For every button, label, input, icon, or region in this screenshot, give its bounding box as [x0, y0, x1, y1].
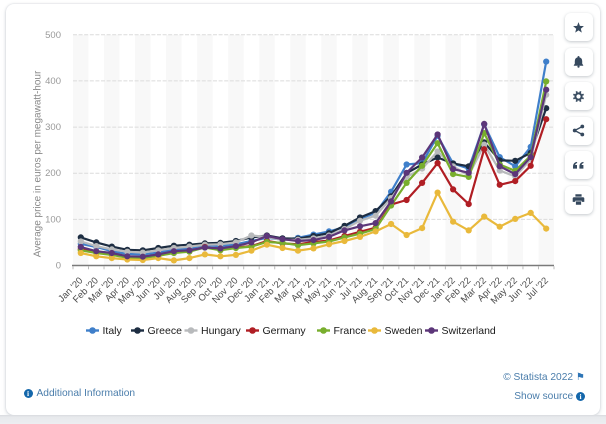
svg-text:200: 200 [45, 168, 61, 179]
svg-text:100: 100 [45, 214, 61, 225]
svg-text:Italy: Italy [103, 325, 123, 337]
svg-text:Average price in euros per meg: Average price in euros per megawatt-hour [33, 70, 44, 257]
svg-text:Switzerland: Switzerland [442, 325, 496, 337]
svg-text:400: 400 [45, 76, 61, 87]
svg-text:Germany: Germany [263, 325, 307, 337]
svg-text:Greece: Greece [148, 325, 183, 337]
svg-text:Hungary: Hungary [201, 325, 241, 337]
svg-text:500: 500 [45, 30, 61, 41]
svg-text:France: France [334, 325, 367, 337]
svg-text:Sweden: Sweden [385, 325, 423, 337]
svg-text:300: 300 [45, 122, 61, 133]
svg-text:0: 0 [56, 261, 61, 272]
